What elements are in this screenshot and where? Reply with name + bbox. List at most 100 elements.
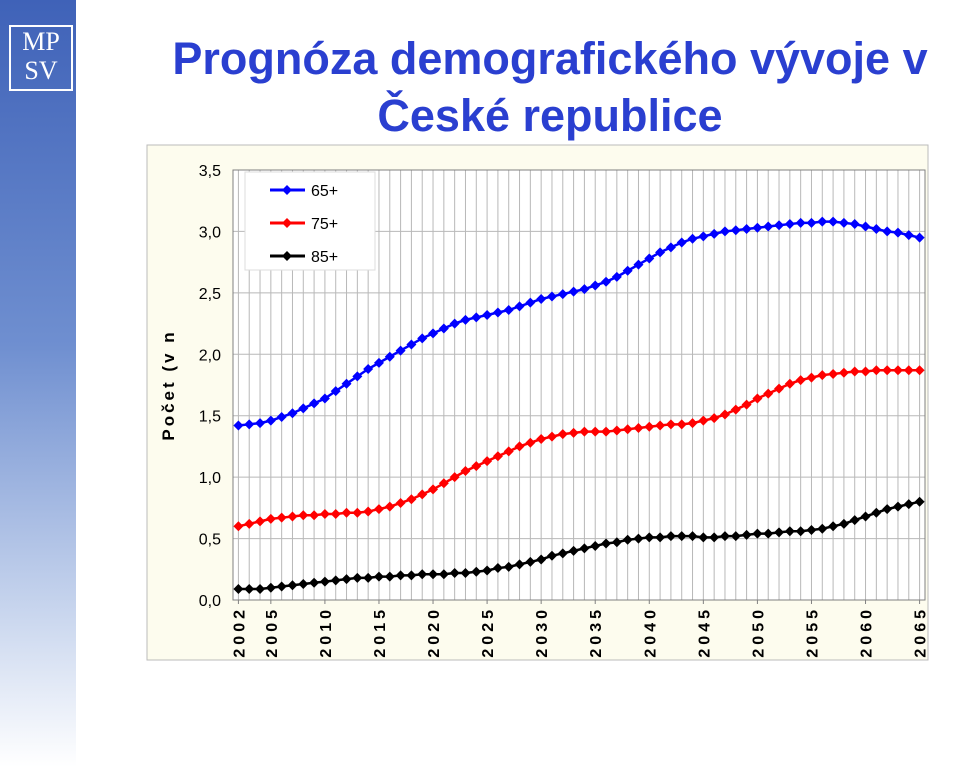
point [676, 419, 687, 430]
point [471, 461, 482, 472]
point [730, 225, 741, 236]
point [698, 415, 709, 426]
point [622, 534, 633, 545]
point [687, 531, 698, 542]
y-tick-label: 0,5 [199, 532, 221, 549]
point [428, 569, 439, 580]
legend-box [244, 171, 376, 271]
point [882, 226, 893, 237]
point [341, 574, 352, 585]
point [373, 357, 384, 368]
point [395, 570, 406, 581]
point [698, 231, 709, 242]
point [244, 518, 255, 529]
point [860, 366, 871, 377]
point [903, 499, 914, 510]
point [903, 230, 914, 241]
point [525, 437, 536, 448]
point [838, 217, 849, 228]
point [579, 284, 590, 295]
point [806, 372, 817, 383]
y-axis-label: Počet (v n [159, 329, 178, 440]
plot-border [232, 169, 926, 601]
point [546, 431, 557, 442]
point [265, 513, 276, 524]
point [752, 393, 763, 404]
point [406, 494, 417, 505]
point [709, 413, 720, 424]
y-tick-label: 1,0 [199, 470, 221, 487]
point [611, 271, 622, 282]
point [622, 265, 633, 276]
point [752, 222, 763, 233]
point [330, 386, 341, 397]
point [449, 567, 460, 578]
point [460, 567, 471, 578]
point [309, 510, 320, 521]
point [914, 496, 925, 507]
point [633, 423, 644, 433]
x-tick-label: 2030 [534, 606, 551, 658]
point [774, 527, 785, 538]
point [536, 294, 547, 304]
point [601, 426, 612, 437]
point [590, 426, 601, 437]
point [287, 580, 298, 591]
point [514, 559, 525, 570]
point [417, 569, 428, 580]
point [330, 509, 341, 519]
point [590, 540, 601, 551]
point [406, 339, 417, 350]
point [579, 426, 590, 437]
point [363, 572, 374, 583]
point [914, 365, 925, 376]
y-tick-label: 3,5 [199, 163, 221, 180]
point [471, 566, 482, 577]
point [384, 351, 395, 362]
x-tick-label: 2055 [804, 606, 821, 658]
point [763, 221, 774, 232]
point [276, 512, 287, 523]
y-tick-label: 0,0 [199, 593, 221, 610]
point [514, 441, 525, 452]
x-tick-label: 2065 [913, 606, 930, 658]
point [482, 565, 493, 576]
point [438, 569, 449, 580]
point [255, 418, 266, 429]
point [449, 318, 460, 329]
x-tick-label: 2010 [318, 606, 335, 658]
point [741, 399, 752, 410]
point [438, 323, 449, 334]
point [233, 420, 244, 431]
point [838, 367, 849, 378]
point [525, 556, 536, 567]
point [265, 582, 276, 593]
point [698, 532, 709, 543]
point [233, 583, 244, 594]
point [763, 388, 774, 399]
point [568, 545, 579, 556]
point [384, 571, 395, 582]
logo-line: SV [24, 56, 58, 85]
slide-title: Prognóza demografického vývoje v České r… [172, 33, 928, 141]
point [871, 365, 882, 376]
point [838, 518, 849, 529]
point [860, 511, 871, 522]
point [871, 223, 882, 234]
legend-marker [282, 185, 292, 195]
point [492, 451, 503, 462]
x-tick-label: 2020 [426, 606, 443, 658]
point [860, 221, 871, 232]
point [676, 531, 687, 542]
x-tick-label: 2025 [480, 606, 497, 658]
point [784, 526, 795, 537]
point [546, 291, 557, 302]
logo: MP SV [9, 25, 73, 91]
point [255, 583, 266, 594]
point [309, 577, 320, 588]
point [795, 526, 806, 537]
point [428, 484, 439, 495]
point [709, 532, 720, 543]
